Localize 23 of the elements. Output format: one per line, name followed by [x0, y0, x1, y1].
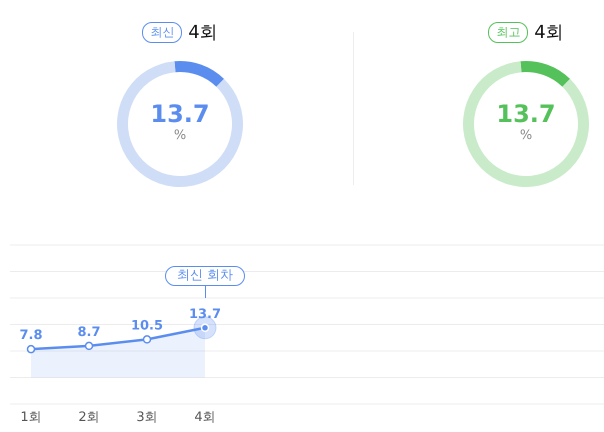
data-label: 10.5 [130, 318, 164, 334]
point [84, 342, 94, 350]
x-tick-label: 4회 [194, 410, 216, 426]
chart-title: 4회 [534, 21, 564, 44]
text: % [518, 128, 534, 143]
donut-slice [174, 61, 224, 87]
donut-slice [463, 61, 589, 187]
donut-slice [520, 61, 570, 87]
chart-title: 4회 [188, 21, 218, 44]
data-label: 7.8 [19, 328, 43, 344]
text: 최신 [142, 22, 182, 42]
x-tick-label: 3회 [136, 410, 158, 426]
point [26, 344, 36, 354]
x-tick-label: 1회 [20, 410, 42, 426]
x-tick-label: 2회 [78, 410, 100, 426]
text: 최고 [488, 22, 528, 42]
point [142, 335, 152, 344]
donut-slice [117, 61, 243, 187]
text: % [172, 128, 188, 143]
data-label: 13.7 [495, 100, 557, 128]
data-label: 13.7 [149, 100, 211, 128]
data-label: 8.7 [77, 324, 101, 340]
annotation: 최신 회차 [165, 266, 245, 286]
